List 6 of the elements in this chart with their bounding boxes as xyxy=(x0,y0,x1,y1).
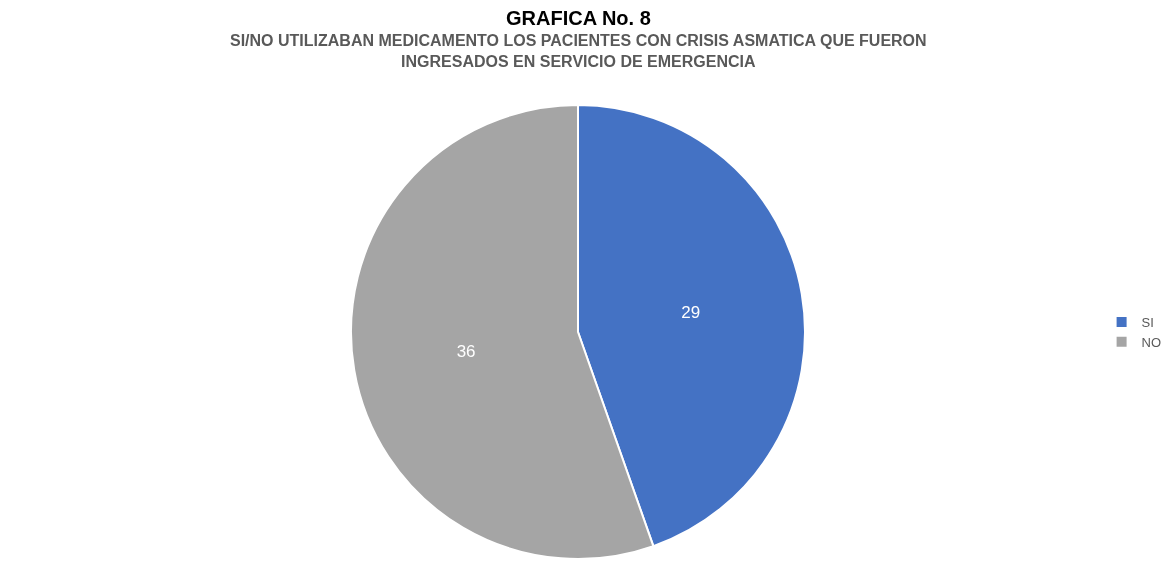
legend-label: SI xyxy=(1141,315,1154,331)
data-label: 36 xyxy=(456,341,476,361)
legend-label: NO xyxy=(1141,334,1162,350)
chart-subtitle: SI/NO UTILIZABAN MEDICAMENTO LOS PACIENTES CON CRISIS ASMATICA QUE FUERON INGRESADOS EN SERVICIO DE EMERGENCIA xyxy=(230,32,927,70)
chart-title: GRAFICA No. 8 xyxy=(506,7,651,29)
data-label: 29 xyxy=(681,303,701,323)
